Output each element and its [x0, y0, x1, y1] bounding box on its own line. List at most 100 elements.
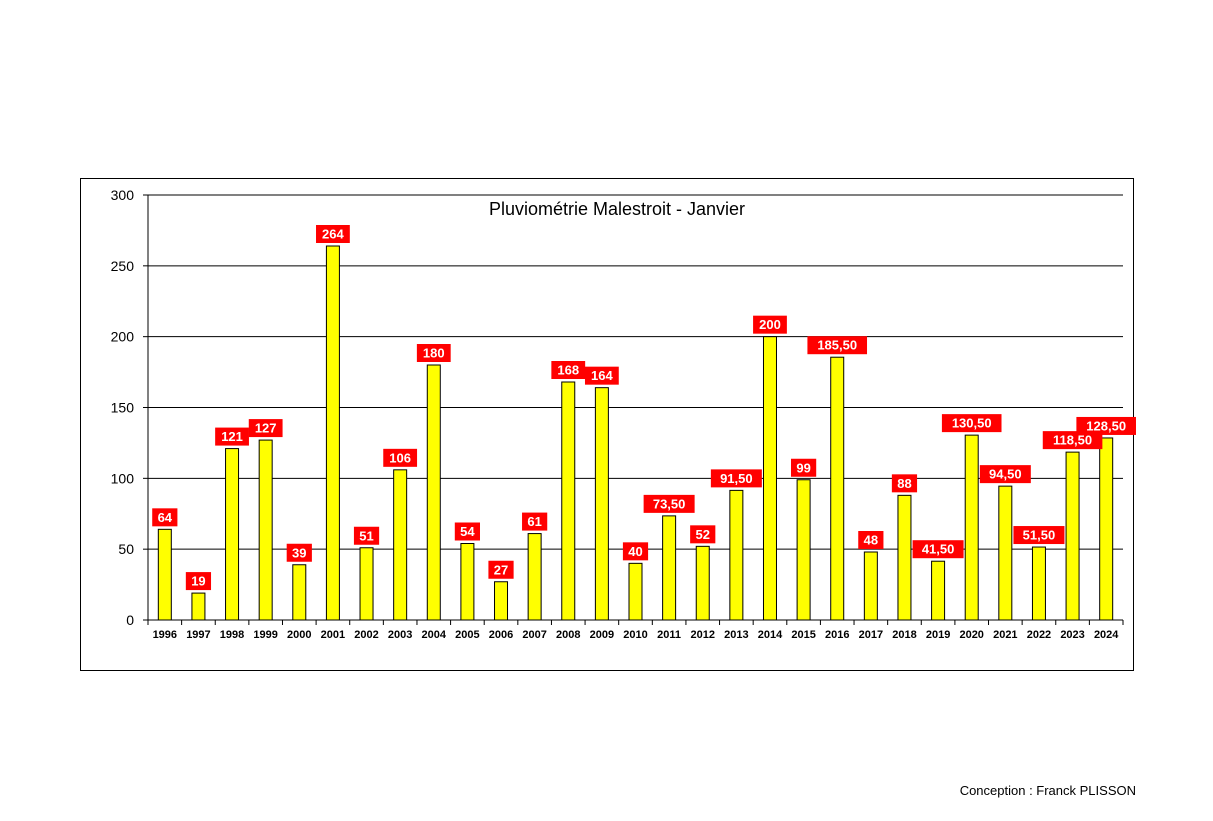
data-label-box [215, 427, 249, 446]
bar-2023 [1065, 451, 1080, 621]
data-label-box [522, 512, 548, 531]
data-label-box [1076, 416, 1136, 435]
bar-2015 [796, 479, 811, 621]
data-label-box [1013, 526, 1065, 545]
bar-2019 [931, 560, 946, 621]
bar-2008 [561, 381, 576, 621]
data-label-box [807, 336, 868, 355]
data-label-box [891, 474, 918, 493]
y-tick-label: 250 [111, 258, 135, 274]
data-label: 41,50 [922, 542, 955, 557]
bar-2020 [964, 434, 979, 621]
data-label: 91,50 [720, 471, 753, 486]
data-label: 180 [423, 346, 445, 361]
data-label-box [622, 542, 649, 561]
bars [157, 245, 1114, 621]
data-label-box [316, 225, 350, 243]
data-label: 121 [221, 429, 243, 444]
data-label-box [353, 526, 380, 545]
data-label: 27 [494, 562, 508, 577]
data-label-box [690, 525, 716, 544]
data-label-box [1042, 431, 1103, 450]
data-label-box [710, 469, 762, 488]
bar-1996 [157, 528, 172, 621]
x-tick-label: 2008 [556, 629, 580, 641]
y-tick-label: 200 [111, 329, 135, 345]
x-tick-label: 2017 [859, 629, 883, 641]
bar-2011 [662, 515, 677, 621]
data-label: 127 [255, 421, 277, 436]
x-tick-label: 2023 [1060, 629, 1084, 641]
bar-2024 [1099, 437, 1114, 621]
data-label: 88 [897, 476, 911, 491]
data-label: 52 [696, 527, 710, 542]
data-label: 19 [191, 574, 205, 589]
bar-2006 [494, 581, 509, 621]
y-tick-label: 300 [111, 187, 135, 203]
x-tick-label: 2020 [959, 629, 983, 641]
data-label-box [584, 366, 619, 385]
bar-1997 [191, 592, 206, 621]
data-label: 39 [292, 545, 306, 560]
x-tick-label: 2012 [690, 629, 714, 641]
data-label-box [979, 465, 1031, 484]
data-label-box [941, 414, 1002, 433]
bar-2021 [998, 485, 1013, 621]
data-labels: 64 19 121 127 39 264 51 106 180 54 27 61 168 164 40 73,… [152, 225, 1136, 591]
data-label: 73,50 [653, 496, 686, 511]
data-label: 48 [864, 533, 878, 548]
bar-2009 [594, 387, 609, 621]
data-label: 54 [460, 524, 475, 539]
data-label: 128,50 [1086, 418, 1126, 433]
data-label: 118,50 [1053, 433, 1092, 448]
x-tick-label: 2009 [590, 629, 614, 641]
x-tick-label: 1997 [186, 629, 210, 641]
data-label: 200 [759, 317, 781, 332]
data-label-box [152, 508, 178, 527]
x-tick-label: 2022 [1027, 629, 1051, 641]
x-tick-label: 2014 [758, 629, 783, 641]
credit-text: Conception : Franck PLISSON [959, 783, 1136, 798]
data-label-box [858, 531, 884, 549]
x-tick-label: 2021 [993, 629, 1017, 641]
data-label: 61 [527, 514, 541, 529]
data-label-box [753, 315, 787, 334]
x-tick-label: 2019 [926, 629, 950, 641]
data-label: 51,50 [1023, 528, 1056, 543]
data-label-box [286, 543, 312, 562]
x-tick-label: 2015 [791, 629, 815, 641]
x-tick-label: 2016 [825, 629, 849, 641]
x-tick-label: 1996 [153, 629, 177, 641]
x-tick-label: 2010 [623, 629, 647, 641]
x-tick-label: 2018 [892, 629, 916, 641]
data-label: 130,50 [952, 416, 992, 431]
bar-2022 [1031, 546, 1046, 621]
y-tick-label: 0 [126, 612, 134, 628]
data-label: 99 [796, 460, 810, 475]
bar-2000 [292, 564, 307, 621]
data-label-box [454, 522, 480, 541]
bar-1998 [225, 448, 240, 621]
data-label-box [185, 572, 212, 591]
bar-2014 [762, 336, 777, 621]
bar-2002 [359, 547, 374, 621]
x-tick-label: 2007 [522, 629, 546, 641]
data-label: 94,50 [989, 467, 1022, 482]
bar-1999 [258, 439, 273, 621]
data-label-box [551, 361, 586, 379]
data-label: 40 [628, 544, 642, 559]
data-label: 64 [158, 510, 173, 525]
x-tick-label: 2000 [287, 629, 311, 641]
bar-2010 [628, 562, 643, 621]
data-label-box [488, 560, 514, 579]
y-tick-label: 100 [111, 470, 135, 486]
data-label: 51 [359, 528, 373, 543]
data-label-box [912, 540, 964, 559]
x-tick-label: 2003 [388, 629, 412, 641]
x-tick-label: 2002 [354, 629, 378, 641]
bar-2007 [527, 533, 542, 621]
x-tick-label: 1998 [220, 629, 244, 641]
data-label-box [791, 458, 817, 477]
data-label: 164 [591, 368, 613, 383]
